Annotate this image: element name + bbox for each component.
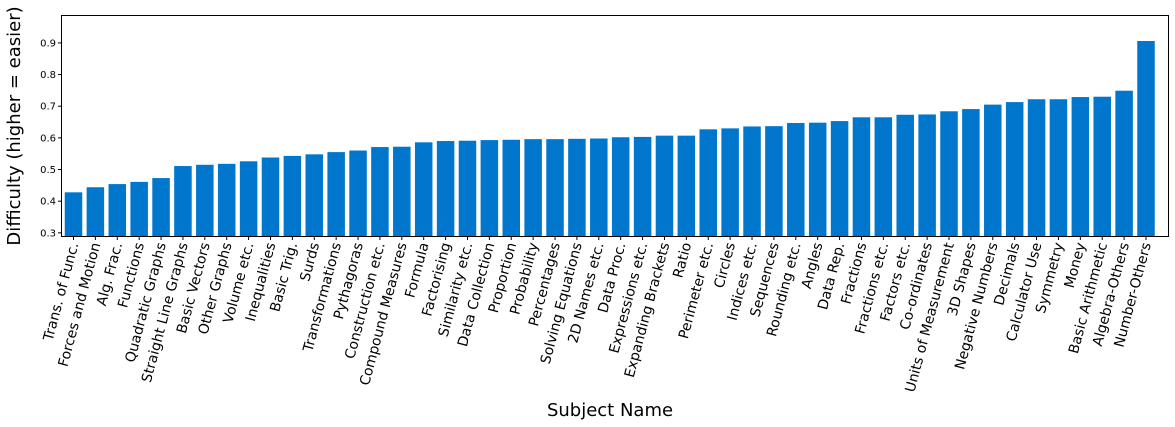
bar-32 [765, 126, 783, 236]
y-tick-label-5: 0.8 [40, 70, 56, 81]
bar-25 [611, 137, 630, 236]
bar-22 [546, 139, 564, 236]
bar-13 [349, 150, 367, 236]
x-tick-label-28: Ratio [670, 241, 695, 280]
bar-48 [1115, 90, 1133, 237]
bar-33 [787, 122, 805, 236]
bar-39 [918, 114, 936, 236]
x-axis-title: Subject Name [547, 400, 673, 421]
plot-frame [61, 15, 1169, 237]
bar-12 [327, 152, 345, 236]
bar-37 [874, 117, 893, 236]
bar-31 [743, 126, 761, 236]
bars-group [64, 41, 1155, 237]
bar-10 [283, 155, 302, 236]
y-tick-label-3: 0.6 [40, 133, 56, 144]
bar-9 [261, 157, 280, 236]
bar-18 [458, 140, 477, 236]
bar-24 [590, 138, 608, 236]
bar-47 [1093, 96, 1111, 236]
y-tick-label-0: 0.3 [40, 228, 56, 239]
y-axis: 0.3 0.4 0.5 0.6 0.7 0.8 0.9 [40, 38, 62, 239]
bar-40 [940, 111, 958, 236]
bar-34 [808, 122, 827, 236]
bar-38 [896, 114, 914, 236]
bar-6 [196, 164, 214, 236]
bar-45 [1049, 99, 1068, 236]
bar-35 [830, 121, 849, 236]
bar-43 [1005, 102, 1024, 236]
bar-29 [699, 129, 717, 236]
bar-27 [655, 135, 674, 236]
bar-42 [984, 104, 1002, 236]
y-tick-label-1: 0.4 [40, 197, 56, 208]
bar-30 [721, 128, 739, 236]
y-tick-label-2: 0.5 [40, 165, 56, 176]
bar-3 [130, 181, 148, 236]
y-tick-label-6: 0.9 [40, 38, 56, 49]
bar-0 [64, 192, 83, 236]
bar-41 [962, 109, 980, 236]
bar-44 [1027, 99, 1046, 236]
bar-7 [217, 163, 236, 236]
bar-5 [174, 166, 192, 236]
bar-2 [108, 184, 127, 236]
bar-36 [852, 117, 871, 236]
bar-26 [633, 136, 652, 236]
bar-15 [393, 146, 411, 236]
bar-4 [152, 178, 170, 236]
bar-46 [1071, 97, 1090, 236]
bar-11 [305, 154, 324, 236]
bar-20 [502, 139, 521, 236]
y-tick-label-4: 0.7 [40, 102, 56, 113]
bar-28 [677, 135, 696, 236]
y-axis-title: Difficulty (higher = easier) [4, 6, 25, 245]
bar-1 [86, 187, 105, 236]
bar-49 [1137, 41, 1155, 237]
bar-17 [436, 141, 455, 236]
bar-19 [480, 140, 499, 236]
bar-21 [524, 139, 542, 236]
bar-23 [568, 138, 586, 236]
bar-16 [414, 142, 433, 236]
bar-14 [371, 147, 389, 236]
bar-8 [239, 161, 258, 236]
